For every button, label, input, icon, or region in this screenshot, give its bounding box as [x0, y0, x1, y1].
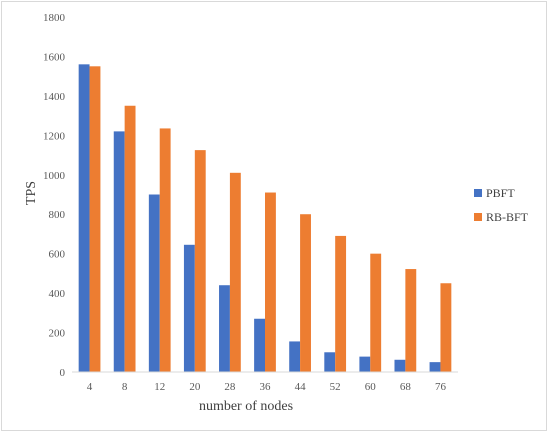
x-tick-label: 52	[330, 381, 341, 393]
y-tick-label: 1400	[43, 91, 66, 103]
bar-pbft-4	[78, 64, 90, 372]
y-tick-labels: 0 200 400 600 800 1000 1200 1400 1600 1800	[43, 12, 66, 379]
y-axis-title: TPS	[24, 181, 39, 205]
bar-rb-bft-52	[335, 235, 347, 372]
x-tick-label: 36	[260, 381, 272, 393]
bar-rb-bft-44	[300, 214, 311, 372]
y-tick-label: 200	[49, 328, 66, 340]
y-tick-label: 1200	[43, 130, 66, 142]
bar-pbft-52	[324, 352, 336, 372]
bar-pbft-36	[254, 318, 265, 372]
legend-label-rb-bft: RB-BFT	[486, 210, 529, 224]
bar-rb-bft-8	[124, 105, 136, 372]
bars	[78, 64, 452, 373]
bar-rb-bft-76	[440, 283, 452, 372]
x-axis-title: number of nodes	[199, 399, 293, 414]
bar-pbft-20	[183, 244, 195, 372]
bar-pbft-44	[289, 341, 301, 372]
y-tick-label: 1600	[43, 51, 66, 63]
x-tick-label: 20	[189, 381, 201, 393]
bar-pbft-12	[148, 194, 160, 372]
x-tick-label: 8	[122, 381, 128, 393]
y-tick-label: 1800	[43, 12, 66, 24]
x-tick-label: 44	[295, 381, 307, 393]
bar-pbft-68	[394, 359, 406, 372]
x-tick-label: 4	[87, 381, 93, 393]
legend-label-pbft: PBFT	[486, 186, 515, 200]
bar-rb-bft-60	[370, 253, 382, 372]
bar-rb-bft-68	[405, 269, 417, 372]
legend-swatch-rb-bft	[474, 213, 482, 221]
x-tick-label: 12	[154, 381, 165, 393]
x-tick-label: 76	[435, 381, 447, 393]
y-tick-label: 0	[60, 367, 66, 379]
x-tick-label: 60	[365, 381, 377, 393]
x-tick-labels: 4 8 12 20 28 36 44 52 60 68 76	[87, 381, 447, 393]
legend: PBFT RB-BFT	[474, 186, 529, 224]
bar-pbft-60	[359, 356, 371, 372]
y-tick-label: 400	[49, 288, 66, 300]
bar-rb-bft-20	[194, 150, 206, 372]
bar-pbft-28	[219, 285, 230, 372]
x-tick-label: 28	[224, 381, 236, 393]
bar-rb-bft-4	[89, 66, 101, 373]
y-tick-label: 1000	[43, 170, 66, 182]
bar-pbft-76	[429, 362, 441, 372]
x-tick-label: 68	[400, 381, 412, 393]
bar-pbft-8	[113, 131, 125, 372]
y-tick-label: 800	[49, 209, 66, 221]
bar-rb-bft-28	[229, 172, 241, 372]
bar-rb-bft-12	[159, 128, 171, 372]
legend-swatch-pbft	[474, 189, 482, 197]
bar-rb-bft-36	[265, 192, 276, 372]
y-tick-label: 600	[49, 249, 66, 261]
